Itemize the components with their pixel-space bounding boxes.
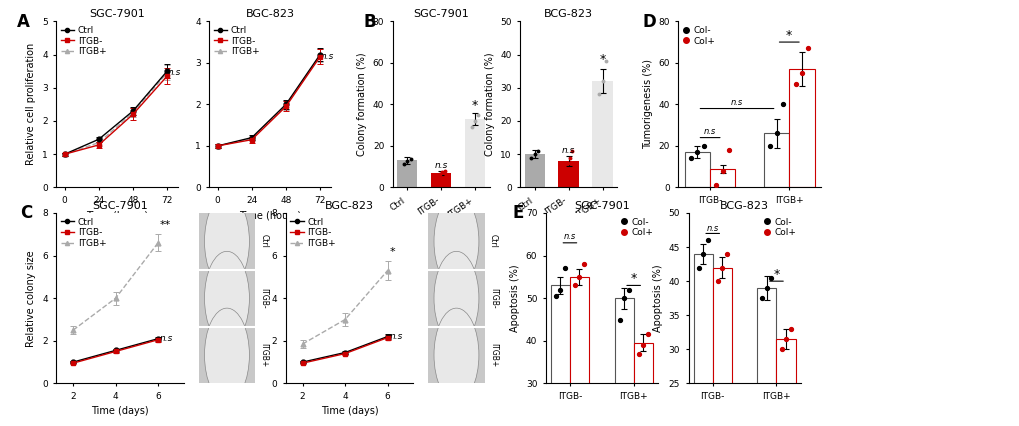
- Text: ITGB+: ITGB+: [259, 343, 268, 367]
- Text: n.s: n.s: [168, 68, 181, 77]
- Text: n.s: n.s: [561, 146, 575, 155]
- Text: n.s: n.s: [564, 233, 576, 242]
- Ellipse shape: [205, 308, 250, 402]
- Ellipse shape: [434, 308, 479, 402]
- Title: SGC-7901: SGC-7901: [90, 9, 145, 19]
- Y-axis label: Colony formation (%): Colony formation (%): [357, 52, 367, 156]
- Ellipse shape: [434, 195, 479, 288]
- Bar: [396, 161, 417, 187]
- Text: n.s: n.s: [321, 52, 334, 61]
- Bar: [465, 119, 485, 187]
- Text: ITGB-: ITGB-: [259, 288, 268, 308]
- Title: SGC-7901: SGC-7901: [574, 201, 629, 211]
- Bar: [633, 343, 652, 426]
- Y-axis label: Apoptosis (%): Apoptosis (%): [652, 265, 662, 332]
- Text: A: A: [17, 13, 30, 31]
- Bar: [709, 169, 735, 187]
- Text: *: *: [630, 272, 636, 285]
- Legend: Ctrl, ITGB-, ITGB+: Ctrl, ITGB-, ITGB+: [60, 218, 106, 248]
- Text: *: *: [772, 268, 779, 282]
- Bar: [763, 133, 789, 187]
- Y-axis label: Relative cell proliferation: Relative cell proliferation: [26, 43, 37, 165]
- Text: C: C: [20, 204, 33, 222]
- Legend: Col-, Col+: Col-, Col+: [682, 26, 714, 46]
- X-axis label: Time (hours): Time (hours): [239, 210, 301, 220]
- Text: E: E: [512, 204, 523, 222]
- Text: *: *: [389, 247, 394, 256]
- Bar: [550, 285, 570, 426]
- Legend: Ctrl, ITGB-, ITGB+: Ctrl, ITGB-, ITGB+: [213, 26, 259, 56]
- Y-axis label: Apoptosis (%): Apoptosis (%): [510, 265, 520, 332]
- Title: BCG-823: BCG-823: [543, 9, 593, 19]
- Bar: [570, 277, 589, 426]
- Text: *: *: [472, 98, 478, 112]
- Text: B: B: [364, 13, 376, 31]
- Y-axis label: Colony formation (%): Colony formation (%): [484, 52, 494, 156]
- Bar: [757, 288, 775, 426]
- X-axis label: Time (days): Time (days): [91, 406, 149, 416]
- Text: *: *: [599, 53, 605, 66]
- Legend: Col-, Col+: Col-, Col+: [621, 218, 653, 237]
- Text: n.s: n.s: [706, 224, 718, 233]
- Bar: [693, 254, 712, 426]
- X-axis label: Time (days): Time (days): [320, 406, 378, 416]
- Bar: [592, 81, 612, 187]
- Title: BGC-823: BGC-823: [246, 9, 294, 19]
- Text: n.s: n.s: [160, 334, 173, 343]
- Bar: [789, 69, 814, 187]
- Title: BGC-823: BGC-823: [324, 201, 374, 211]
- Text: Ctrl: Ctrl: [259, 234, 268, 248]
- Title: SGC-7901: SGC-7901: [413, 9, 469, 19]
- Text: ITGB-: ITGB-: [488, 288, 497, 308]
- Bar: [524, 154, 544, 187]
- Legend: Ctrl, ITGB-, ITGB+: Ctrl, ITGB-, ITGB+: [289, 218, 335, 248]
- Bar: [684, 152, 709, 187]
- X-axis label: Time (hours): Time (hours): [87, 210, 148, 220]
- Y-axis label: Tumorigenesis (%): Tumorigenesis (%): [642, 59, 652, 150]
- Title: SGC-7901: SGC-7901: [92, 201, 148, 211]
- Text: n.s: n.s: [434, 161, 447, 170]
- Bar: [613, 298, 633, 426]
- Ellipse shape: [205, 195, 250, 288]
- Legend: Ctrl, ITGB-, ITGB+: Ctrl, ITGB-, ITGB+: [60, 26, 106, 56]
- Legend: Col-, Col+: Col-, Col+: [763, 218, 796, 237]
- Bar: [775, 339, 795, 426]
- Text: *: *: [786, 29, 792, 42]
- Text: n.s: n.s: [389, 332, 403, 341]
- Text: **: **: [160, 220, 171, 230]
- Bar: [431, 173, 450, 187]
- Ellipse shape: [434, 251, 479, 345]
- Ellipse shape: [205, 251, 250, 345]
- Bar: [712, 268, 732, 426]
- Text: ITGB+: ITGB+: [488, 343, 497, 367]
- Text: Ctrl: Ctrl: [488, 234, 497, 248]
- Y-axis label: Relative colony size: Relative colony size: [26, 250, 37, 346]
- Text: n.s: n.s: [703, 127, 715, 136]
- Text: D: D: [642, 13, 655, 31]
- Title: BCG-823: BCG-823: [719, 201, 768, 211]
- Bar: [558, 161, 578, 187]
- Text: n.s: n.s: [731, 98, 743, 107]
